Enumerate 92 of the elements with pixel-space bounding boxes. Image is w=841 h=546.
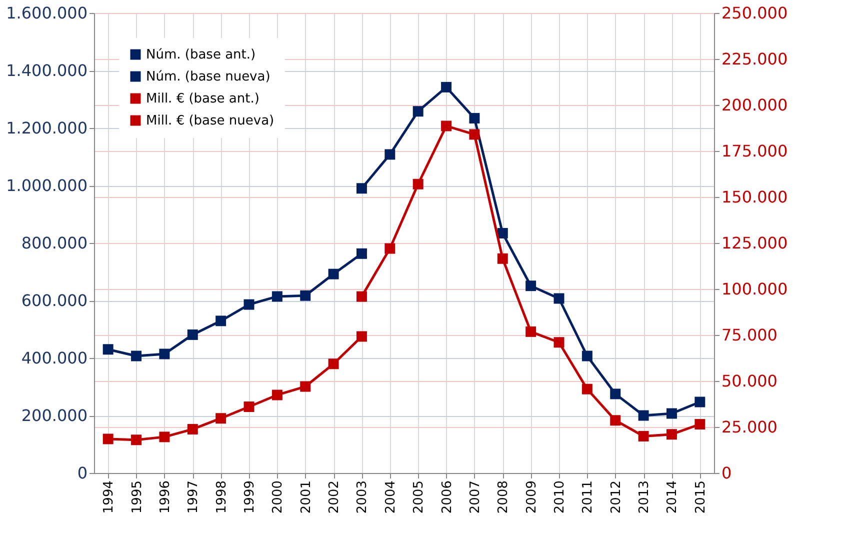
point: [216, 316, 226, 326]
point: [441, 82, 452, 92]
point: [554, 293, 564, 304]
x-tick-label: 2011: [580, 480, 596, 514]
point: [497, 228, 508, 238]
x-tick-label: 1994: [102, 480, 117, 514]
x-tick-label: 2013: [637, 480, 652, 514]
point: [526, 280, 536, 292]
y2-tick-label: 25.000: [722, 418, 778, 436]
y2-tick-label: 50.000: [722, 372, 778, 390]
point: [159, 432, 170, 442]
y2-tick-label: 0: [722, 464, 732, 482]
point: [187, 424, 198, 434]
point: [582, 350, 592, 362]
point: [244, 299, 254, 310]
y-tick-label: 400.000: [21, 348, 88, 368]
x-tick-label: 2009: [524, 480, 540, 514]
y2-tick-label: 100.000: [722, 280, 788, 298]
point: [469, 112, 480, 124]
x-tick-label: 2003: [355, 480, 370, 514]
x-tick-label: 2008: [496, 480, 512, 514]
legend-label: Mill. € (base nueva): [146, 114, 274, 128]
point: [187, 329, 198, 340]
point: [554, 337, 564, 348]
y2-tick-label: 175.000: [722, 142, 788, 160]
legend-label: Núm. (base nueva): [146, 70, 270, 84]
y2-tick-label: 75.000: [722, 326, 778, 344]
y-tick-label: 600.000: [21, 291, 88, 310]
point: [272, 390, 282, 400]
point: [582, 384, 592, 394]
point: [328, 268, 339, 280]
x-tick-label: 1996: [158, 480, 173, 514]
point: [384, 149, 396, 160]
point: [159, 348, 170, 360]
point: [412, 106, 424, 117]
point: [272, 291, 282, 302]
legend-label: Mill. € (base ant.): [146, 92, 260, 106]
point: [638, 430, 649, 442]
point: [441, 120, 452, 132]
point: [131, 350, 142, 362]
point: [666, 429, 677, 440]
point: [356, 248, 367, 259]
point: [412, 178, 424, 190]
point: [666, 408, 677, 419]
x-tick-label: 2004: [383, 480, 398, 514]
point: [356, 183, 367, 194]
y2-tick-label: 150.000: [722, 188, 788, 206]
y-tick-label: 1.600.000: [6, 4, 88, 22]
point: [526, 326, 536, 337]
y-tick-label: 200.000: [21, 406, 88, 425]
point: [694, 396, 706, 408]
point: [638, 410, 649, 421]
point: [356, 331, 367, 342]
y2-tick-label: 250.000: [722, 4, 788, 22]
x-tick-label: 2007: [468, 480, 483, 514]
y-tick-label: 1.200.000: [6, 118, 88, 138]
y2-tick-label: 125.000: [722, 234, 788, 252]
y2-tick-label: 225.000: [722, 50, 788, 68]
point: [356, 291, 367, 302]
x-tick-label: 2015: [693, 480, 708, 514]
x-tick-label: 2012: [608, 480, 624, 514]
x-tick-label: 2001: [298, 480, 314, 514]
x-tick-label: 2014: [665, 480, 680, 514]
point: [131, 434, 142, 446]
y-tick-label: 800.000: [21, 234, 88, 252]
x-tick-label: 2000: [270, 480, 286, 514]
point: [328, 358, 339, 370]
y2-tick-label: 200.000: [722, 96, 788, 114]
x-tick-label: 1997: [186, 480, 202, 514]
x-tick-label: 1995: [130, 480, 145, 514]
point: [300, 381, 311, 392]
y-tick-label: 0: [77, 464, 88, 482]
legend-label: Núm. (base ant.): [146, 48, 256, 62]
point: [102, 344, 114, 355]
x-tick-label: 2002: [327, 480, 342, 514]
x-tick-label: 1998: [214, 480, 230, 514]
point: [469, 129, 480, 140]
point: [610, 415, 621, 426]
x-tick-label: 2005: [412, 480, 427, 514]
point: [497, 253, 508, 264]
point: [300, 290, 311, 301]
x-tick-label: 2006: [440, 480, 455, 514]
x-tick-label: 2010: [552, 480, 568, 514]
point: [244, 402, 254, 412]
point: [216, 413, 226, 424]
point: [610, 388, 621, 400]
point: [694, 418, 706, 430]
x-tick-label: 1999: [242, 480, 258, 514]
point: [384, 243, 396, 254]
y-tick-label: 1.000.000: [6, 176, 88, 195]
y-tick-label: 1.400.000: [6, 61, 88, 80]
point: [102, 434, 114, 444]
